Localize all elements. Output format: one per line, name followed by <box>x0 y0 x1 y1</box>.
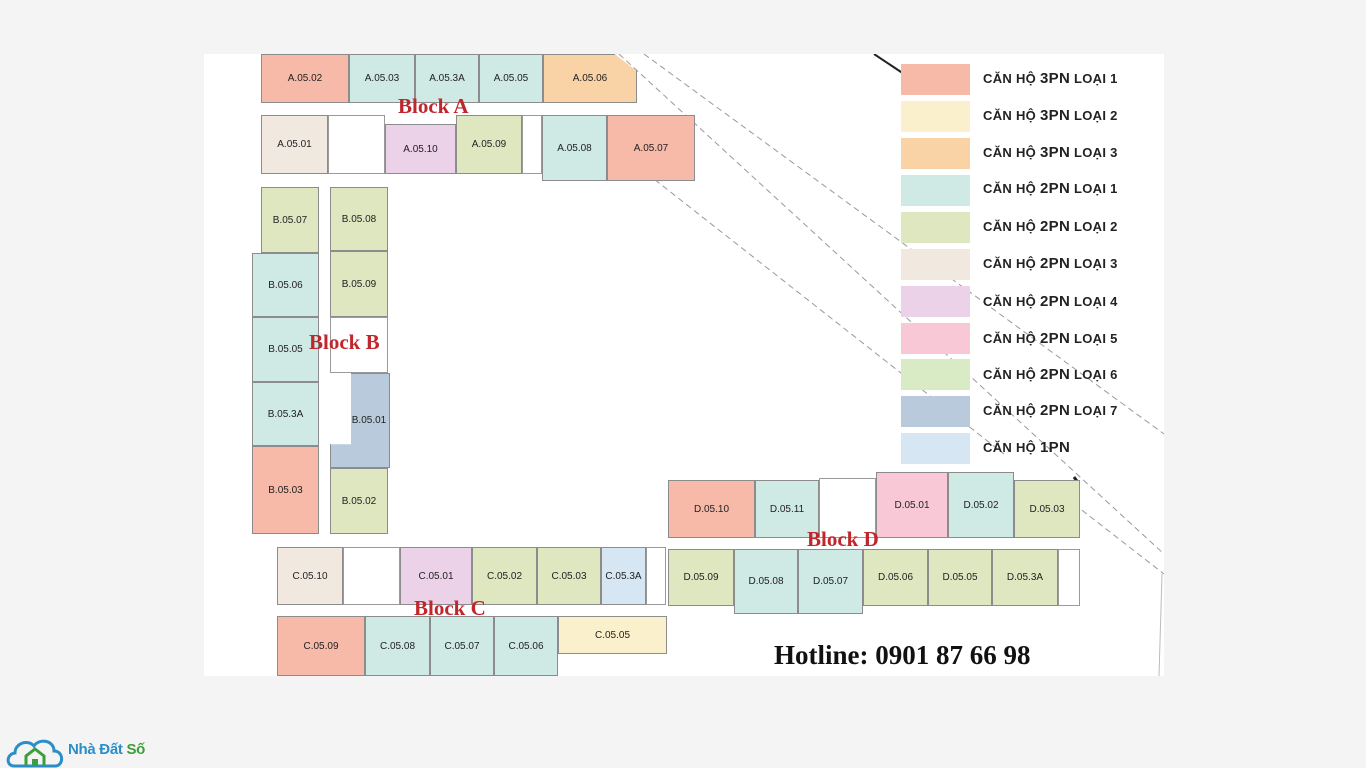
corridor-b <box>330 317 388 373</box>
unit-c-05-09[interactable]: C.05.09 <box>277 616 365 676</box>
unit-a-05-08[interactable]: A.05.08 <box>542 115 607 181</box>
unit-d-05-06[interactable]: D.05.06 <box>863 549 928 606</box>
unit-a-05-02[interactable]: A.05.02 <box>261 54 349 103</box>
legend-swatch-2pn-4 <box>901 286 970 317</box>
unit-a-05-06[interactable]: A.05.06 <box>543 54 637 103</box>
legend-swatch-3pn-1 <box>901 64 970 95</box>
legend-label-2pn-2: CĂN HỘ 2PN LOẠI 2 <box>983 218 1118 235</box>
legend-label-2pn-3: CĂN HỘ 2PN LOẠI 3 <box>983 255 1118 272</box>
unit-a-05-05[interactable]: A.05.05 <box>479 54 543 103</box>
unit-c-05-10[interactable]: C.05.10 <box>277 547 343 605</box>
unit-d-05-07[interactable]: D.05.07 <box>798 549 863 614</box>
unit-d-05-05[interactable]: D.05.05 <box>928 549 992 606</box>
unit-a-05-09[interactable]: A.05.09 <box>456 115 522 174</box>
corridor-c <box>343 547 400 605</box>
corridor-d <box>819 478 876 538</box>
unit-d-05-3a[interactable]: D.05.3A <box>992 549 1058 606</box>
legend-label-1pn: CĂN HỘ 1PN <box>983 439 1071 456</box>
legend-swatch-2pn-7 <box>901 396 970 427</box>
unit-a-05-10[interactable]: A.05.10 <box>385 124 456 174</box>
hotline-text: Hotline: 0901 87 66 98 <box>774 640 1031 670</box>
unit-d-05-10[interactable]: D.05.10 <box>668 480 755 538</box>
unit-b-05-09[interactable]: B.05.09 <box>330 251 388 317</box>
unit-b-05-03[interactable]: B.05.03 <box>252 446 319 534</box>
legend-swatch-2pn-5 <box>901 323 970 354</box>
unit-b-05-3a[interactable]: B.05.3A <box>252 382 319 446</box>
cloud-house-icon <box>6 739 64 768</box>
legend-swatch-3pn-3 <box>901 138 970 169</box>
legend-label-3pn-3: CĂN HỘ 3PN LOẠI 3 <box>983 144 1118 161</box>
unit-d-05-02[interactable]: D.05.02 <box>948 472 1014 538</box>
unit-d-05-09[interactable]: D.05.09 <box>668 549 734 606</box>
legend-swatch-3pn-2 <box>901 101 970 132</box>
unit-b-05-08[interactable]: B.05.08 <box>330 187 388 251</box>
unit-d-05-08[interactable]: D.05.08 <box>734 549 798 614</box>
legend-label-2pn-1: CĂN HỘ 2PN LOẠI 1 <box>983 180 1118 197</box>
legend-label-3pn-1: CĂN HỘ 3PN LOẠI 1 <box>983 70 1118 87</box>
legend-swatch-1pn <box>901 433 970 464</box>
unit-b-05-06[interactable]: B.05.06 <box>252 253 319 317</box>
legend-swatch-2pn-2 <box>901 212 970 243</box>
unit-c-05-08[interactable]: C.05.08 <box>365 616 430 676</box>
legend-label-2pn-6: CĂN HỘ 2PN LOẠI 6 <box>983 366 1118 383</box>
unit-c-05-06[interactable]: C.05.06 <box>494 616 558 676</box>
unit-c-05-05[interactable]: C.05.05 <box>558 616 667 654</box>
floor-plan: A.05.02 A.05.03 A.05.3A A.05.05 A.05.06 … <box>204 54 1164 676</box>
block-b-label: Block B <box>309 330 380 354</box>
unit-d-05-01[interactable]: D.05.01 <box>876 472 948 538</box>
block-d-label: Block D <box>807 527 879 551</box>
site-logo[interactable]: Nhà Đất Số <box>6 732 176 768</box>
unit-d-05-03[interactable]: D.05.03 <box>1014 480 1080 538</box>
unit-b-05-07[interactable]: B.05.07 <box>261 187 319 253</box>
unit-a-05-07[interactable]: A.05.07 <box>607 115 695 181</box>
legend-label-3pn-2: CĂN HỘ 3PN LOẠI 2 <box>983 107 1118 124</box>
legend-label-2pn-4: CĂN HỘ 2PN LOẠI 4 <box>983 293 1118 310</box>
unit-c-05-01[interactable]: C.05.01 <box>400 547 472 605</box>
legend-swatch-2pn-6 <box>901 359 970 390</box>
stair-d <box>1058 549 1080 606</box>
unit-a-05-01[interactable]: A.05.01 <box>261 115 328 174</box>
unit-b-05-02[interactable]: B.05.02 <box>330 468 388 534</box>
legend-swatch-2pn-1 <box>901 175 970 206</box>
block-a-label: Block A <box>398 94 469 118</box>
unit-c-05-3a[interactable]: C.05.3A <box>601 547 646 605</box>
logo-text: Nhà Đất Số <box>68 741 146 758</box>
unit-c-05-03[interactable]: C.05.03 <box>537 547 601 605</box>
corridor-a <box>328 115 385 174</box>
legend-label-2pn-7: CĂN HỘ 2PN LOẠI 7 <box>983 402 1118 419</box>
block-c-label: Block C <box>414 596 486 620</box>
unit-c-05-07[interactable]: C.05.07 <box>430 616 494 676</box>
legend-swatch-2pn-3 <box>901 249 970 280</box>
stair-c <box>646 547 666 605</box>
legend-label-2pn-5: CĂN HỘ 2PN LOẠI 5 <box>983 330 1118 347</box>
stair-a <box>522 115 542 174</box>
